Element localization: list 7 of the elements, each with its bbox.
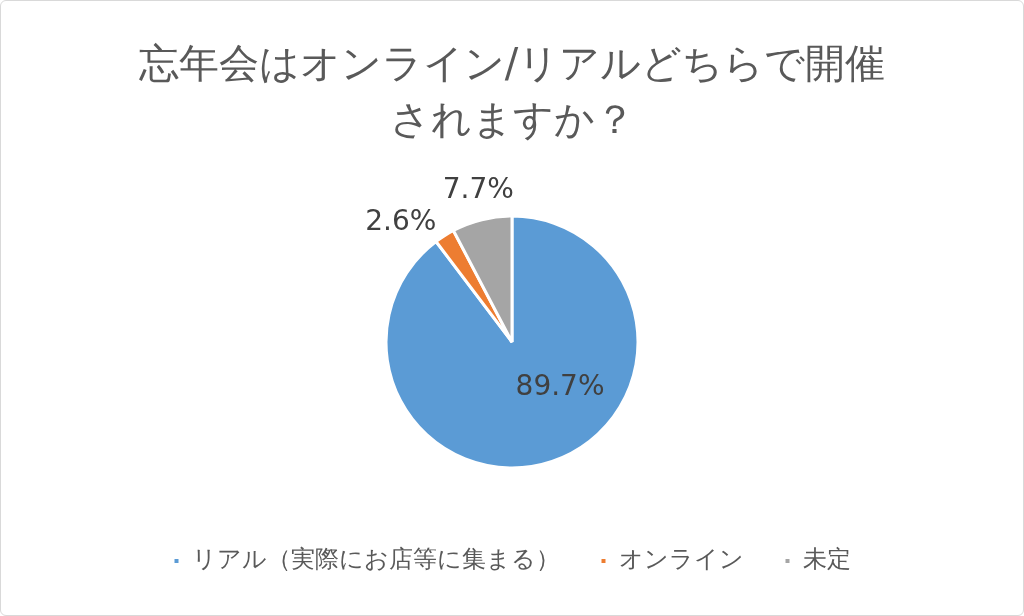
data-label: 89.7% [515,368,605,402]
legend-label: 未定 [803,545,851,574]
chart-title: 忘年会はオンライン/リアルどちらで開催されますか？ [137,39,887,144]
legend-label: オンライン [619,545,744,574]
legend-label: リアル（実際にお店等に集まる） [192,545,560,574]
data-label: 2.6% [365,204,437,238]
data-label: 7.7% [442,172,514,206]
